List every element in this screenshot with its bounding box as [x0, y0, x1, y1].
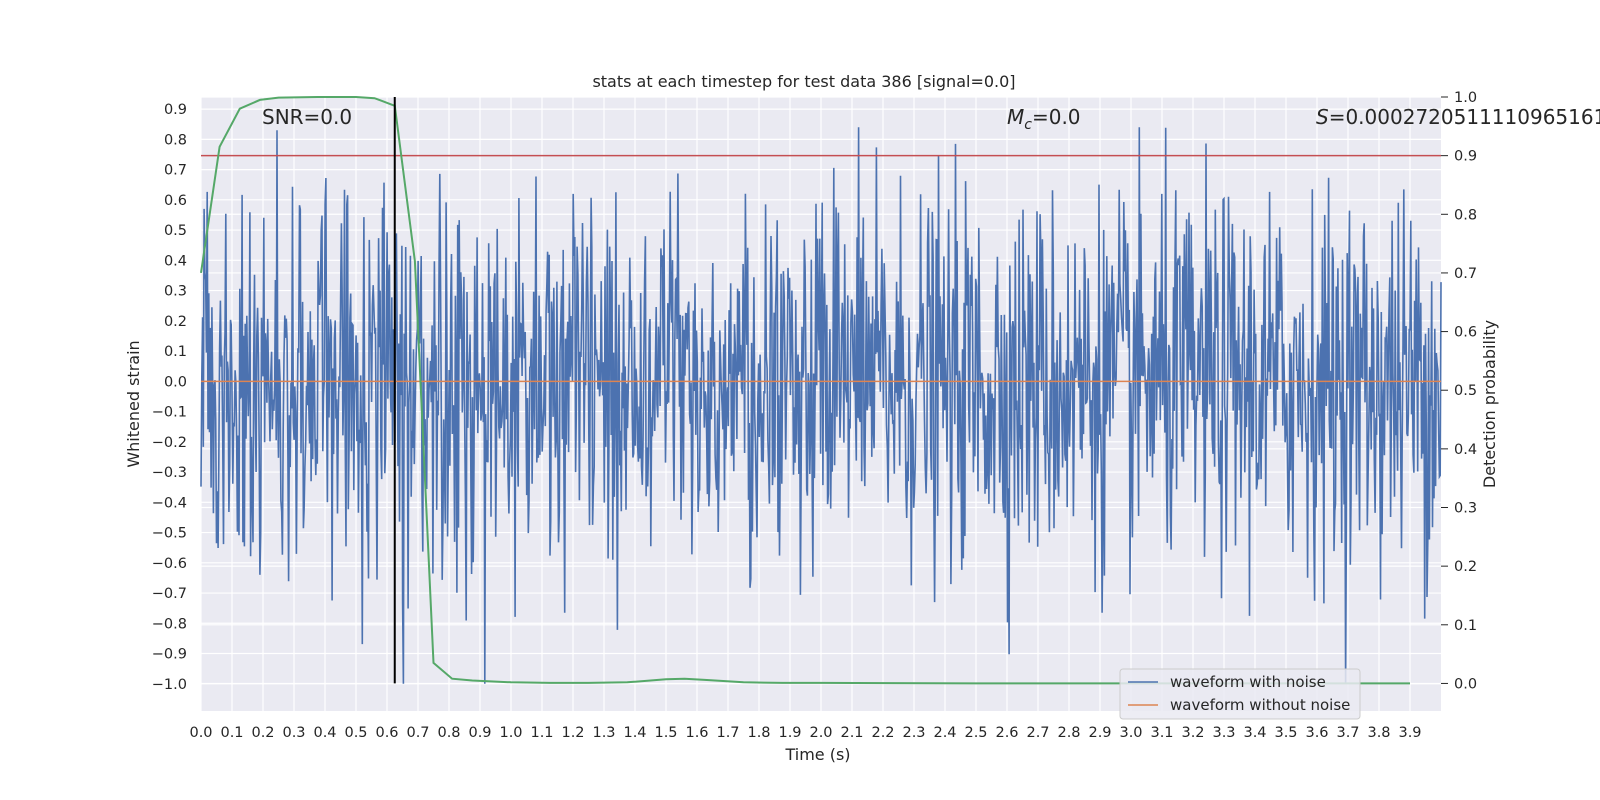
x-tick-label: 3.1 [1150, 725, 1173, 741]
y2-axis-ticks: 1.0 0.9 0.8 0.7 0.6 0.5 0.4 0.3 0.2 0.1 0.0 [1441, 90, 1477, 692]
legend-box [1119, 668, 1361, 720]
x-tick-label: 2.1 [840, 725, 863, 741]
y-tick-label: 0.6 [164, 193, 187, 209]
x-tick-label: 3.4 [1243, 725, 1266, 741]
mc-annotation: Mc=0.0 [1007, 105, 1081, 133]
x-tick-label: 3.3 [1212, 725, 1235, 741]
y2-tick-label: 0.1 [1454, 618, 1477, 634]
y-tick-label: −0.7 [152, 586, 187, 602]
x-axis-ticks: 0.0 0.1 0.2 0.3 0.4 0.5 0.6 0.7 0.8 0.9 1.0 1.1 1.2 1… [189, 725, 1421, 741]
y2-tick-label: 0.5 [1454, 383, 1477, 399]
x-tick-label: 1.0 [499, 725, 522, 741]
legend-label-noise: waveform with noise [1170, 673, 1326, 691]
y-tick-label: −0.4 [152, 495, 187, 511]
y-tick-label: −0.2 [152, 435, 187, 451]
y2-tick-label: 0.2 [1454, 559, 1477, 575]
s-annotation: S=0.00027205111109651617 [1316, 105, 1600, 129]
series-detection-probability [200, 96, 1410, 685]
x-tick-label: 2.8 [1057, 725, 1080, 741]
mc-subscript: c [1024, 117, 1032, 133]
s-symbol: S [1316, 105, 1329, 129]
x-axis-label: Time (s) [784, 745, 850, 764]
x-tick-label: 2.4 [933, 725, 956, 741]
y2-tick-label: 0.7 [1454, 266, 1477, 282]
x-tick-label: 1.6 [685, 725, 708, 741]
x-tick-label: 0.9 [468, 725, 491, 741]
x-tick-label: 0.3 [282, 725, 305, 741]
x-tick-label: 2.9 [1088, 725, 1111, 741]
y2-tick-label: 0.8 [1454, 207, 1477, 223]
y2-tick-label: 0.4 [1454, 442, 1477, 458]
x-tick-label: 1.9 [778, 725, 801, 741]
x-tick-label: 3.5 [1274, 725, 1297, 741]
y-tick-label: −0.5 [152, 526, 187, 542]
x-tick-label: 3.6 [1305, 725, 1328, 741]
x-tick-label: 3.7 [1336, 725, 1359, 741]
x-tick-label: 2.7 [1026, 725, 1049, 741]
y-tick-label: −0.1 [152, 405, 187, 421]
y2-tick-label: 0.9 [1454, 149, 1477, 165]
x-tick-label: 2.5 [964, 725, 987, 741]
x-tick-label: 2.2 [871, 725, 894, 741]
x-tick-label: 3.0 [1119, 725, 1142, 741]
x-tick-label: 1.3 [592, 725, 615, 741]
y-tick-label: 0.5 [164, 223, 187, 239]
x-tick-label: 1.7 [716, 725, 739, 741]
x-tick-label: 1.2 [561, 725, 584, 741]
y-tick-label: 0.7 [164, 163, 187, 179]
noise-path [200, 127, 1442, 684]
x-tick-label: 3.9 [1398, 725, 1421, 741]
y-tick-label: 0.9 [164, 102, 187, 118]
chart-title: stats at each timestep for test data 386… [592, 72, 1015, 91]
y2-tick-label: 0.3 [1454, 501, 1477, 517]
x-tick-label: 0.1 [220, 725, 243, 741]
snr-annotation: SNR=0.0 [262, 105, 352, 129]
x-tick-label: 0.6 [375, 725, 398, 741]
y-tick-label: −0.3 [152, 465, 187, 481]
x-tick-label: 0.5 [344, 725, 367, 741]
x-tick-label: 0.0 [189, 725, 212, 741]
y2-axis-label: Detection probability [1480, 320, 1499, 488]
y-axis-label: Whitened strain [124, 340, 143, 467]
y2-tick-label: 0.0 [1454, 676, 1477, 692]
y2-tick-label: 0.6 [1454, 325, 1477, 341]
legend-label-clean: waveform without noise [1170, 696, 1350, 714]
y-tick-label: −0.8 [152, 616, 187, 632]
x-tick-label: 1.4 [623, 725, 646, 741]
x-tick-label: 1.8 [747, 725, 770, 741]
x-tick-label: 3.2 [1181, 725, 1204, 741]
y-tick-label: 0.1 [164, 344, 187, 360]
y2-tick-label: 1.0 [1454, 90, 1477, 106]
s-value: =0.00027205111109651617 [1329, 105, 1600, 129]
y-tick-label: 0.4 [164, 253, 187, 269]
x-tick-label: 0.4 [313, 725, 336, 741]
x-tick-label: 2.0 [809, 725, 832, 741]
x-tick-label: 0.8 [437, 725, 460, 741]
y-tick-label: 0.8 [164, 132, 187, 148]
y-tick-label: −0.6 [152, 556, 187, 572]
y-tick-label: −0.9 [152, 647, 187, 663]
x-tick-label: 0.7 [406, 725, 429, 741]
y-tick-label: −1.0 [152, 677, 187, 693]
series-waveform-with-noise [200, 127, 1442, 684]
x-tick-label: 2.6 [995, 725, 1018, 741]
x-tick-label: 1.5 [654, 725, 677, 741]
x-tick-label: 0.2 [251, 725, 274, 741]
y-tick-label: 0.0 [164, 374, 187, 390]
y-tick-label: 0.2 [164, 314, 187, 330]
mc-symbol: M [1007, 105, 1024, 129]
x-tick-label: 1.1 [530, 725, 553, 741]
y-tick-label: 0.3 [164, 284, 187, 300]
x-tick-label: 2.3 [902, 725, 925, 741]
mc-value: =0.0 [1032, 105, 1081, 129]
x-tick-label: 3.8 [1367, 725, 1390, 741]
legend: waveform with noise waveform without noi… [1119, 668, 1361, 720]
y-axis-ticks: 0.9 0.8 0.7 0.6 0.5 0.4 0.3 0.2 0.1 0.0 −0.1 −0.2 −0… [152, 102, 187, 693]
